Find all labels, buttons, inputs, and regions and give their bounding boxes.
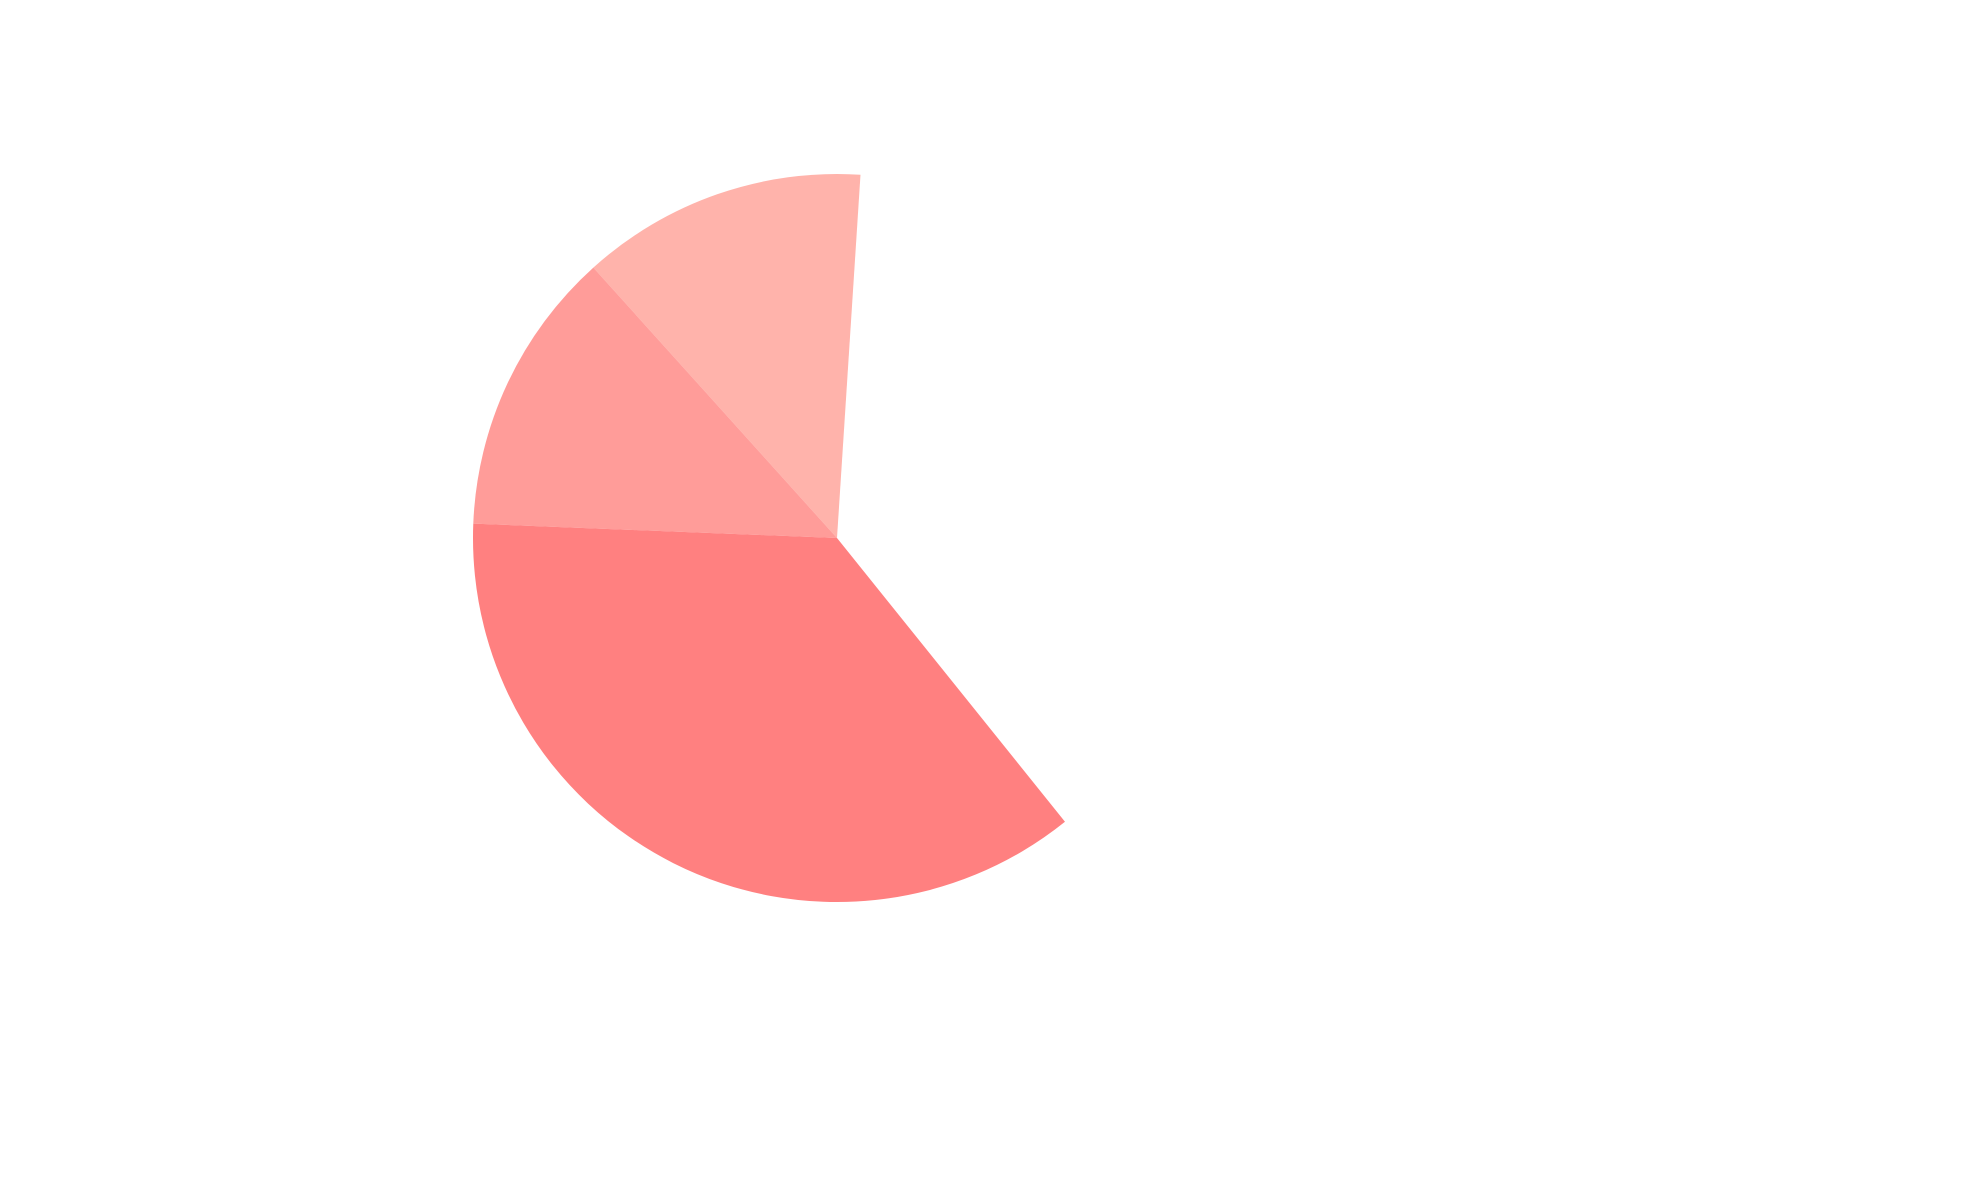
pie-slices <box>472 174 1065 902</box>
pie-slice-2 <box>473 267 837 538</box>
pie-slice-1 <box>593 174 861 538</box>
pie-slice-3 <box>472 523 1065 902</box>
